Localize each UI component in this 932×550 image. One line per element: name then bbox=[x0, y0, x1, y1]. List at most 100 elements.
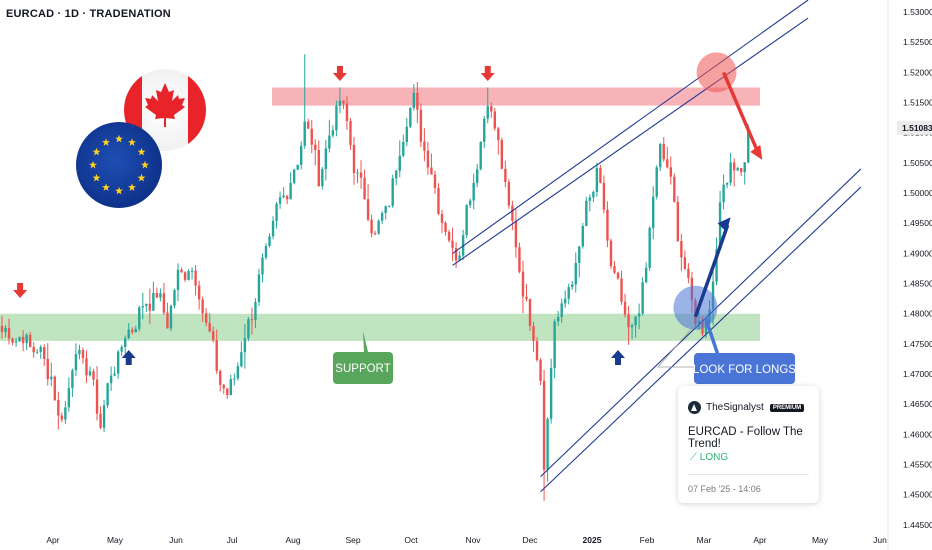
candle[interactable] bbox=[236, 362, 240, 381]
candle[interactable] bbox=[349, 117, 352, 151]
candle[interactable] bbox=[180, 267, 183, 273]
candle[interactable] bbox=[92, 368, 95, 386]
candle[interactable] bbox=[18, 336, 21, 342]
candle[interactable] bbox=[352, 136, 356, 185]
candle[interactable] bbox=[285, 195, 289, 205]
candle[interactable] bbox=[433, 170, 437, 194]
candle[interactable] bbox=[430, 153, 433, 175]
candle[interactable] bbox=[578, 245, 581, 278]
candle[interactable] bbox=[88, 366, 92, 377]
candle[interactable] bbox=[673, 173, 676, 203]
candle[interactable] bbox=[106, 382, 109, 409]
candle[interactable] bbox=[99, 406, 102, 430]
candle[interactable] bbox=[370, 214, 373, 238]
candle[interactable] bbox=[528, 298, 532, 332]
author[interactable]: TheSignalyst PREMIUM bbox=[688, 401, 805, 414]
candle[interactable] bbox=[173, 288, 176, 309]
candle[interactable] bbox=[630, 323, 634, 340]
candle[interactable] bbox=[303, 54, 306, 149]
candle[interactable] bbox=[282, 187, 285, 199]
candle[interactable] bbox=[215, 329, 218, 374]
candle[interactable] bbox=[342, 100, 345, 110]
candle[interactable] bbox=[0, 315, 4, 339]
candle[interactable] bbox=[81, 347, 85, 364]
candle[interactable] bbox=[261, 253, 264, 283]
candle[interactable] bbox=[458, 251, 461, 262]
candle[interactable] bbox=[204, 308, 208, 327]
candle[interactable] bbox=[127, 323, 130, 340]
candle[interactable] bbox=[729, 152, 732, 186]
candle[interactable] bbox=[131, 327, 134, 335]
candle[interactable] bbox=[662, 136, 665, 162]
candle[interactable] bbox=[310, 120, 313, 154]
candle[interactable] bbox=[595, 162, 599, 197]
candle[interactable] bbox=[500, 137, 504, 170]
candle[interactable] bbox=[36, 349, 39, 354]
candle[interactable] bbox=[338, 87, 342, 114]
candle[interactable] bbox=[43, 344, 46, 367]
candle[interactable] bbox=[560, 298, 563, 323]
candle[interactable] bbox=[292, 168, 296, 185]
candle[interactable] bbox=[423, 128, 426, 162]
candle[interactable] bbox=[380, 211, 384, 225]
idea-card[interactable]: TheSignalyst PREMIUM EURCAD - Follow The… bbox=[678, 386, 819, 503]
candle[interactable] bbox=[187, 268, 190, 281]
candle[interactable] bbox=[437, 183, 440, 216]
candle[interactable] bbox=[14, 338, 18, 347]
candle[interactable] bbox=[655, 165, 658, 200]
candle[interactable] bbox=[289, 172, 292, 200]
candle[interactable] bbox=[732, 158, 736, 187]
candle[interactable] bbox=[409, 107, 412, 129]
candle[interactable] bbox=[271, 216, 275, 240]
candle[interactable] bbox=[321, 166, 324, 190]
candle[interactable] bbox=[514, 208, 518, 258]
candle[interactable] bbox=[275, 201, 278, 229]
candle[interactable] bbox=[740, 167, 743, 177]
candle[interactable] bbox=[669, 156, 672, 185]
candle[interactable] bbox=[683, 250, 687, 270]
candle[interactable] bbox=[447, 229, 451, 243]
candle[interactable] bbox=[67, 377, 71, 412]
candle[interactable] bbox=[74, 343, 78, 377]
candle[interactable] bbox=[57, 391, 60, 430]
candle[interactable] bbox=[50, 362, 53, 387]
channel-line-upper-inner[interactable] bbox=[452, 17, 809, 266]
candle[interactable] bbox=[564, 290, 567, 308]
candle[interactable] bbox=[356, 168, 359, 184]
candle[interactable] bbox=[194, 264, 197, 296]
candle[interactable] bbox=[493, 107, 496, 131]
candle[interactable] bbox=[373, 230, 377, 236]
candle[interactable] bbox=[451, 227, 454, 261]
candle[interactable] bbox=[197, 280, 201, 310]
candle[interactable] bbox=[254, 298, 257, 329]
candle[interactable] bbox=[652, 186, 655, 240]
candle[interactable] bbox=[521, 260, 525, 314]
candle[interactable] bbox=[226, 388, 229, 399]
channel-line-lower-inner[interactable] bbox=[540, 186, 862, 493]
candle[interactable] bbox=[472, 173, 475, 210]
candle[interactable] bbox=[722, 174, 725, 210]
candle[interactable] bbox=[243, 324, 247, 369]
candle[interactable] bbox=[623, 293, 627, 318]
candle[interactable] bbox=[60, 412, 64, 423]
candle[interactable] bbox=[25, 333, 28, 350]
candle[interactable] bbox=[148, 288, 152, 325]
candle[interactable] bbox=[412, 84, 416, 111]
candle[interactable] bbox=[85, 350, 88, 384]
candle[interactable] bbox=[592, 190, 595, 203]
candle[interactable] bbox=[659, 142, 662, 172]
candle[interactable] bbox=[166, 302, 169, 329]
candle[interactable] bbox=[444, 221, 447, 236]
candle[interactable] bbox=[574, 252, 577, 293]
candle[interactable] bbox=[402, 134, 405, 158]
candle[interactable] bbox=[145, 303, 148, 312]
candle[interactable] bbox=[666, 146, 669, 169]
candle[interactable] bbox=[483, 115, 486, 148]
candle[interactable] bbox=[518, 242, 521, 274]
candle[interactable] bbox=[366, 184, 370, 222]
candle[interactable] bbox=[28, 331, 32, 348]
candle[interactable] bbox=[395, 169, 398, 186]
candle[interactable] bbox=[109, 366, 113, 391]
candle[interactable] bbox=[546, 416, 549, 482]
candle[interactable] bbox=[377, 219, 380, 235]
